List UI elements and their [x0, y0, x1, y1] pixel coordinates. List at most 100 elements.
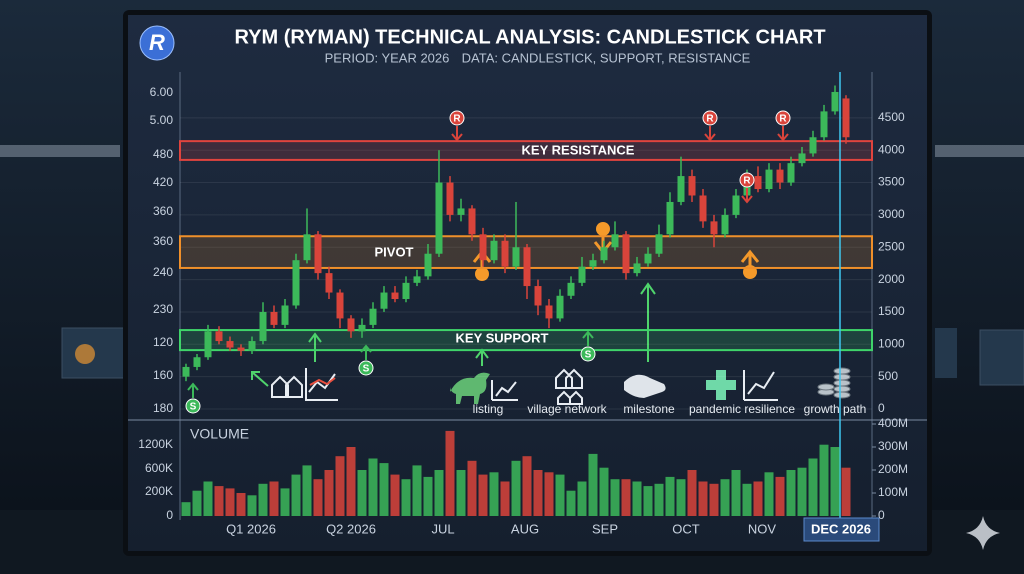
candle-body [457, 208, 465, 215]
left-axis-label: 6.00 [150, 85, 174, 99]
candle-body [842, 98, 850, 138]
y-tick-label: 4000 [878, 142, 905, 156]
volume-bar [434, 470, 444, 516]
volume-bar [445, 430, 455, 516]
volume-bar [544, 472, 554, 516]
volume-bar [753, 481, 763, 516]
candle-body [292, 260, 300, 306]
band-label: PIVOT [374, 244, 413, 259]
left-axis-label: 360 [153, 204, 173, 218]
candle-body [347, 318, 355, 332]
volume-bar [643, 486, 653, 516]
volume-bar [324, 470, 334, 516]
candle-body [248, 341, 256, 351]
marker-label: S [190, 402, 197, 413]
volume-bar [742, 483, 752, 516]
y-tick-label: 1500 [878, 304, 905, 318]
band-label: KEY RESISTANCE [522, 142, 635, 157]
candle-body [336, 292, 344, 319]
band [179, 329, 873, 352]
volume-bar [797, 467, 807, 516]
marker [358, 360, 374, 376]
volume-bar [588, 453, 598, 516]
candle-body [600, 247, 608, 261]
candle-body [468, 208, 476, 235]
ceiling-light [0, 145, 120, 157]
pivot-dot [475, 267, 489, 281]
candle-body [820, 111, 828, 138]
volume-bar [775, 476, 785, 516]
x-tick-label: OCT [672, 521, 700, 536]
volume-label: VOLUME [190, 426, 249, 442]
marker-arrow [704, 126, 716, 142]
candle-body [446, 182, 454, 215]
candle-body [666, 201, 674, 235]
chart-icon [491, 380, 518, 401]
marker-label: S [585, 350, 592, 361]
candle-body [633, 263, 641, 274]
candle-body [281, 305, 289, 325]
y-tick-label: 1000 [878, 336, 905, 350]
candle-body [193, 357, 201, 367]
marker-label: R [706, 114, 714, 125]
left-axis-label: 5.00 [150, 113, 174, 127]
candle-body [413, 276, 421, 283]
up-arrow [308, 332, 322, 362]
volume-bar [291, 474, 301, 516]
candle-body [380, 292, 388, 309]
band-label: KEY SUPPORT [456, 330, 549, 345]
volume-bar [390, 474, 400, 516]
volume-bar [357, 470, 367, 516]
subtitle: DATA: CANDLESTICK, SUPPORT, RESISTANCE [462, 50, 751, 65]
volume-bar [632, 481, 642, 516]
volume-bar [577, 481, 587, 516]
candle-body [589, 260, 597, 267]
marker-arrow [360, 344, 372, 360]
candle-body [523, 247, 531, 287]
left-axis-label: 180 [153, 401, 173, 415]
subtitle: PERIOD: YEAR 2026 [325, 50, 450, 65]
volume-bar [676, 479, 686, 516]
volume-bar [335, 456, 345, 516]
current-date-box [803, 517, 880, 542]
candle-body [435, 182, 443, 254]
x-tick-label: DEC 2026 [811, 521, 871, 536]
chart-title: RYM (RYMAN) TECHNICAL ANALYSIS: CANDLEST… [234, 26, 825, 48]
volume-bar [467, 460, 477, 516]
left-axis-label: 420 [153, 175, 173, 189]
candle-body [809, 137, 817, 154]
candle-body [204, 331, 212, 358]
marker [775, 110, 791, 126]
volume-bar [533, 470, 543, 516]
volume-bar [181, 502, 191, 516]
volume-tick-label: 200M [878, 462, 908, 476]
candle-body [215, 331, 223, 342]
volume-bar [423, 476, 433, 516]
volume-bar [192, 490, 202, 516]
candle-body [831, 91, 839, 112]
candle-body [314, 234, 322, 274]
volume-bar [698, 481, 708, 516]
candle-body [479, 234, 487, 261]
volume-tick-label: 400M [878, 416, 908, 430]
volume-bar [731, 470, 741, 516]
y-tick-label: 2500 [878, 239, 905, 253]
volume-bar [379, 463, 389, 516]
volume-bar [819, 444, 829, 516]
logo [139, 25, 175, 61]
side-monitor [979, 329, 1024, 386]
x-tick-label: NOV [748, 521, 777, 536]
up-arrow [251, 371, 269, 387]
marker-arrow [582, 330, 594, 346]
volume-tick-label: 100M [878, 485, 908, 499]
band [179, 140, 873, 161]
volume-left-label: 1200K [138, 437, 173, 451]
y-tick-label: 3500 [878, 175, 905, 189]
volume-bar [247, 495, 257, 516]
volume-bar [280, 488, 290, 516]
volume-bar [401, 479, 411, 516]
ceiling-light [935, 145, 1024, 157]
candle-body [699, 195, 707, 222]
volume-bar [566, 490, 576, 516]
